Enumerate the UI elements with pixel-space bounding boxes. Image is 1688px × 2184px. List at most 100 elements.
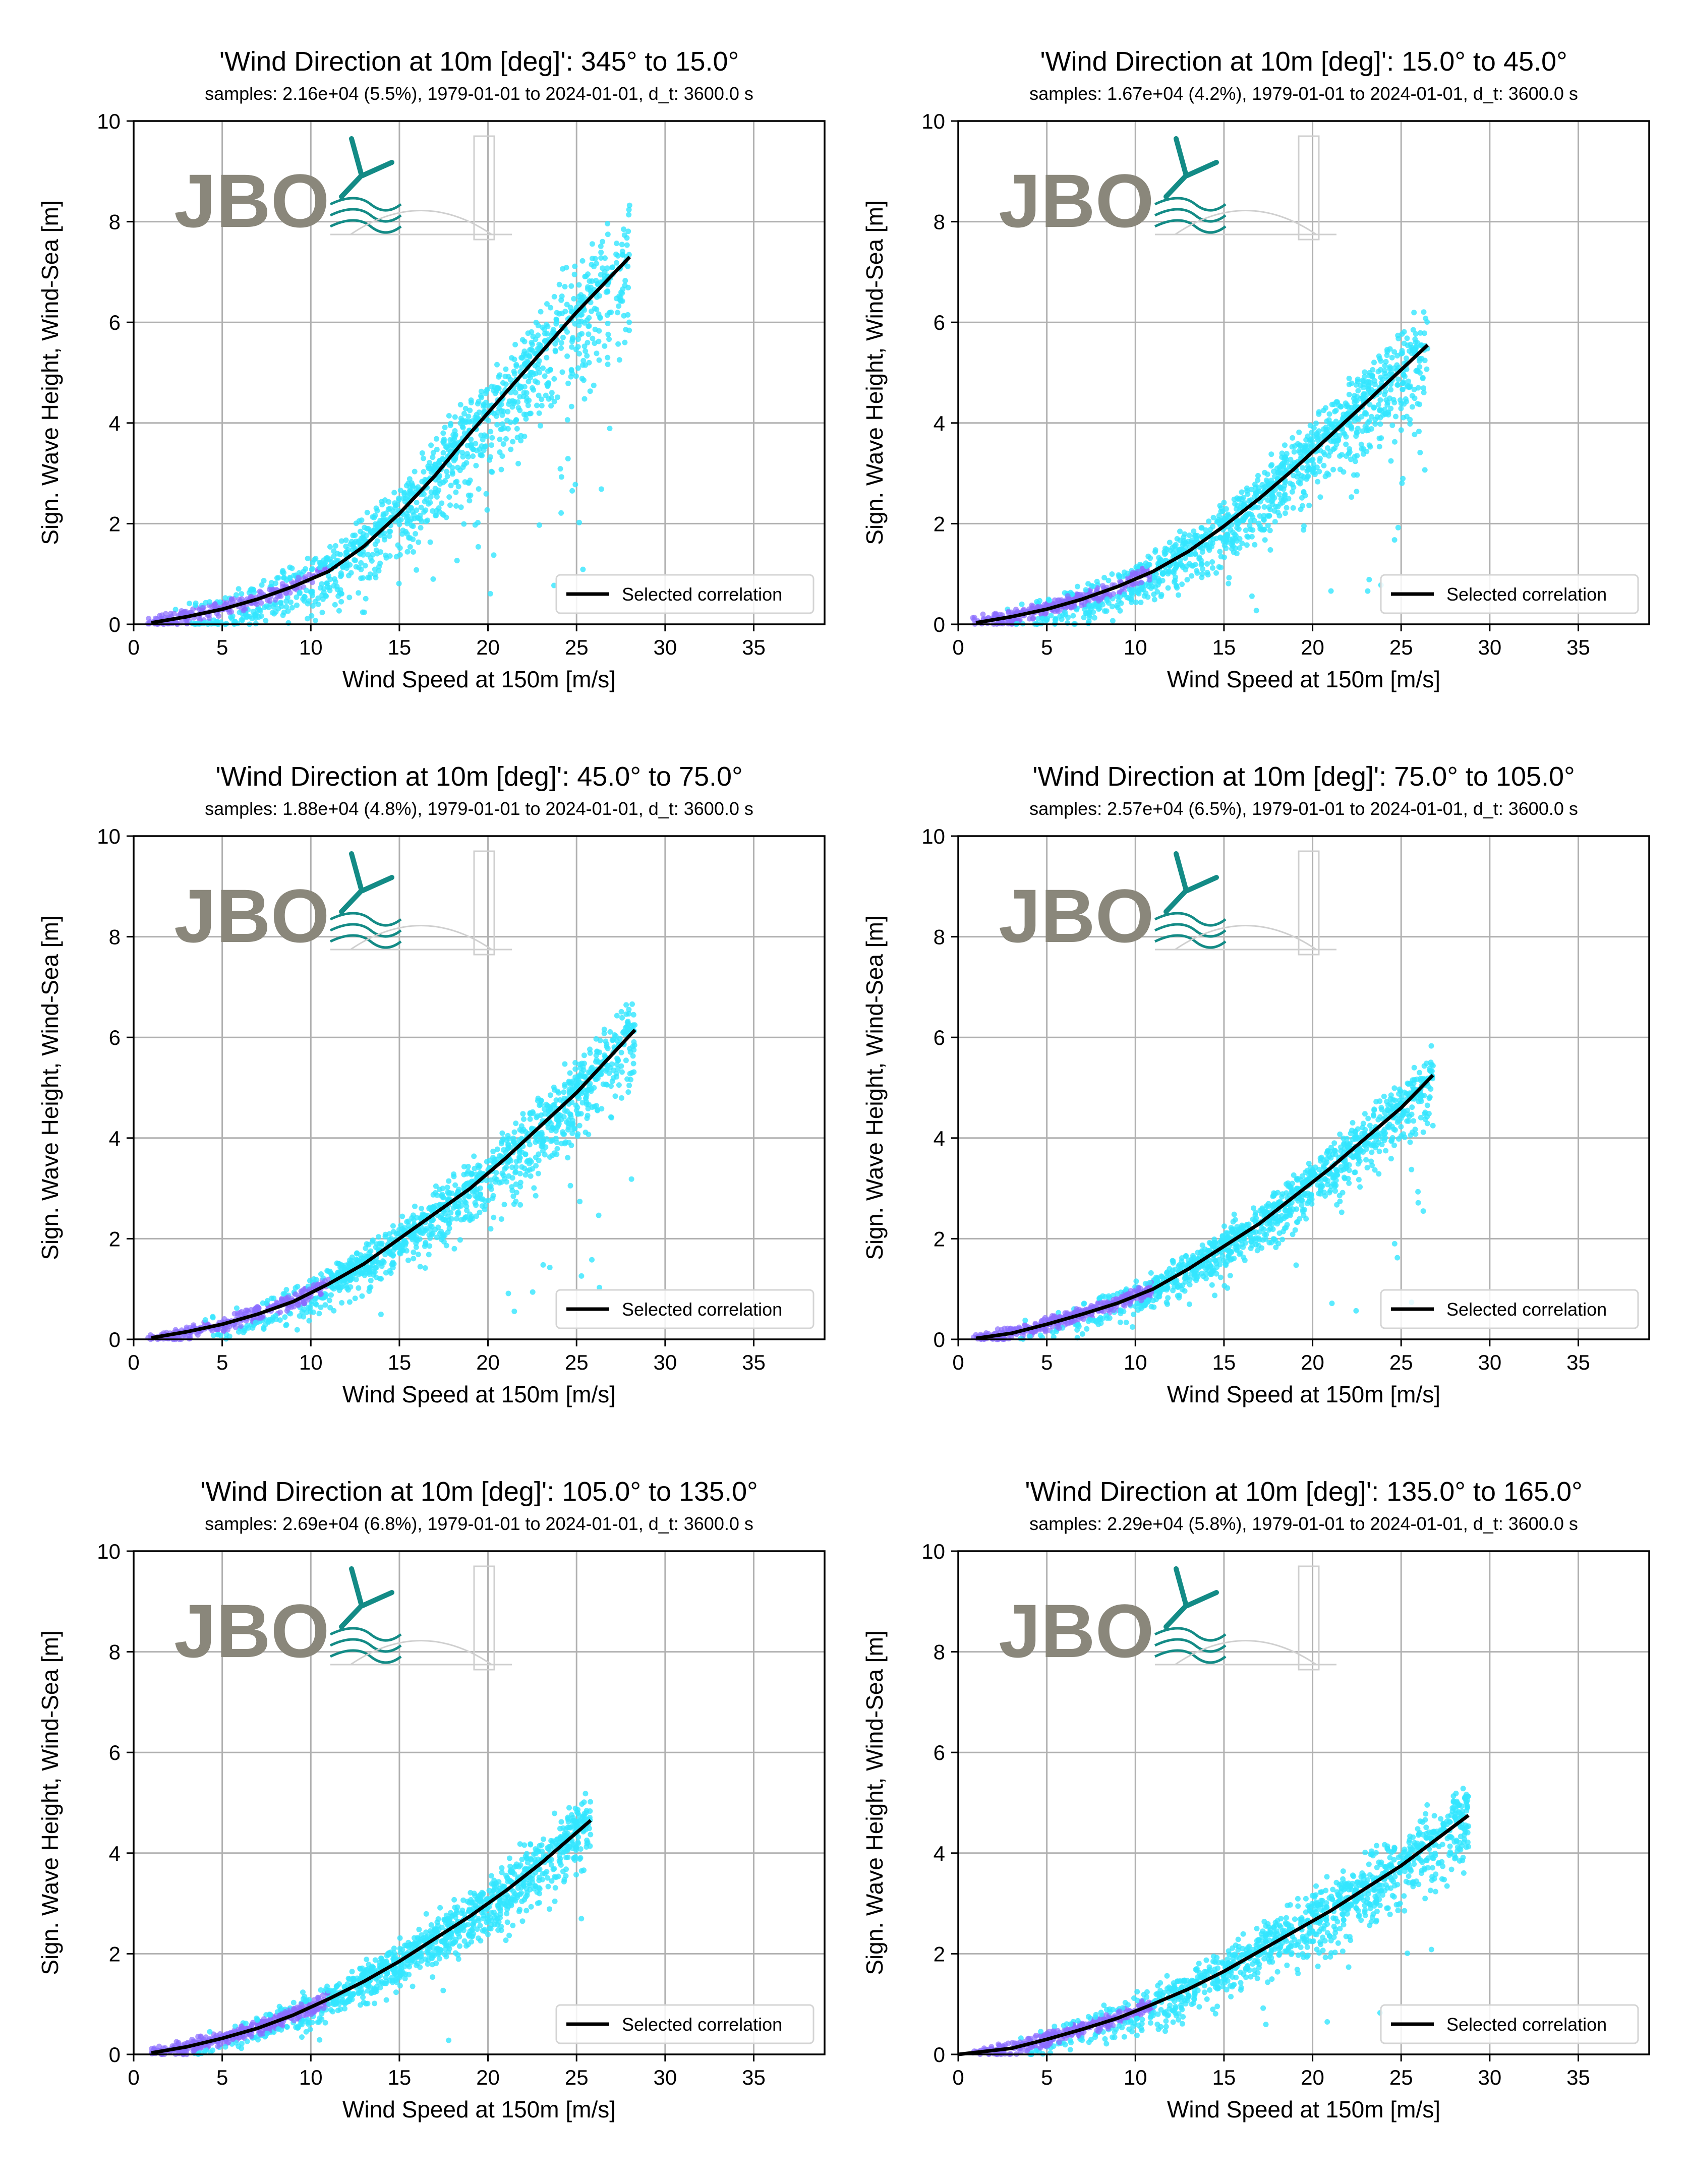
scatter-point bbox=[357, 551, 363, 557]
scatter-point bbox=[1199, 571, 1205, 577]
scatter-point bbox=[405, 1257, 411, 1263]
structure-icon bbox=[473, 135, 495, 241]
jbo-logo: JBO bbox=[174, 850, 512, 958]
scatter-point bbox=[222, 602, 228, 608]
scatter-point bbox=[413, 531, 419, 537]
scatter-point bbox=[625, 1019, 631, 1025]
scatter-point bbox=[1252, 482, 1258, 488]
scatter-point bbox=[544, 355, 550, 361]
scatter-point bbox=[513, 363, 519, 369]
scatter-point bbox=[1118, 600, 1124, 606]
scatter-point bbox=[1226, 580, 1232, 586]
scatter-point bbox=[529, 329, 535, 335]
scatter-point bbox=[551, 398, 557, 404]
scatter-point bbox=[619, 1015, 625, 1021]
scatter-point bbox=[433, 512, 439, 518]
x-tick-label: 10 bbox=[1124, 635, 1147, 659]
scatter-point bbox=[1085, 581, 1091, 587]
scatter-point bbox=[1359, 446, 1365, 452]
scatter-point bbox=[1249, 593, 1255, 599]
scatter-point bbox=[592, 326, 598, 332]
scatter-point bbox=[613, 260, 619, 266]
scatter-point bbox=[280, 612, 286, 618]
scatter-point bbox=[1315, 437, 1321, 443]
scatter-point bbox=[1387, 364, 1393, 370]
legend-entry: Selected correlation bbox=[622, 1299, 782, 1320]
scatter-point bbox=[318, 1305, 324, 1310]
scatter-point bbox=[1300, 465, 1306, 471]
scatter-point bbox=[1172, 579, 1177, 585]
y-axis-label: Sign. Wave Height, Wind-Sea [m] bbox=[37, 915, 63, 1260]
scatter-point bbox=[1110, 618, 1116, 624]
scatter-point bbox=[427, 1243, 433, 1249]
scatter-point bbox=[567, 1070, 573, 1076]
scatter-point bbox=[468, 436, 474, 442]
scatter-point bbox=[1283, 454, 1289, 460]
scatter-point bbox=[549, 390, 555, 396]
scatter-point bbox=[249, 586, 254, 592]
scatter-point bbox=[1367, 402, 1373, 407]
scatter-point bbox=[503, 366, 509, 372]
scatter-point bbox=[491, 1214, 497, 1220]
turbine-blade-icon bbox=[360, 875, 394, 893]
scatter-point bbox=[1291, 449, 1297, 455]
scatter-point bbox=[376, 1234, 381, 1240]
chart-panel-1: 'Wind Direction at 10m [deg]': 345° to 1… bbox=[37, 46, 826, 692]
scatter-point bbox=[536, 346, 542, 352]
scatter-point bbox=[414, 567, 420, 573]
scatter-point bbox=[513, 1158, 519, 1164]
structure-icon bbox=[1298, 850, 1320, 956]
scatter-point bbox=[1200, 566, 1205, 572]
scatter-point bbox=[468, 1216, 473, 1222]
scatter-point bbox=[440, 439, 446, 445]
scatter-point bbox=[390, 1260, 396, 1265]
scatter-point bbox=[1265, 522, 1271, 528]
scatter-point bbox=[329, 1285, 335, 1291]
scatter-point bbox=[518, 384, 525, 390]
chart-panel-2: 'Wind Direction at 10m [deg]': 15.0° to … bbox=[861, 46, 1650, 692]
scatter-point bbox=[585, 1112, 591, 1118]
scatter-point bbox=[1330, 466, 1336, 473]
scatter-point bbox=[1323, 425, 1329, 430]
scatter-point bbox=[575, 1074, 581, 1079]
scatter-point bbox=[403, 515, 410, 521]
scatter-point bbox=[450, 442, 456, 448]
y-tick-label: 8 bbox=[109, 925, 121, 949]
jbo-logo: JBO bbox=[999, 135, 1336, 243]
scatter-point bbox=[581, 320, 588, 326]
scatter-point bbox=[589, 1257, 595, 1263]
scatter-point bbox=[1372, 381, 1378, 387]
scatter-point bbox=[513, 417, 519, 423]
scatter-point bbox=[511, 1129, 517, 1135]
scatter-point bbox=[281, 570, 287, 576]
scatter-point bbox=[404, 549, 411, 555]
scatter-point bbox=[1204, 569, 1210, 575]
scatter-point bbox=[581, 396, 588, 402]
scatter-point bbox=[479, 394, 485, 400]
scatter-point bbox=[1346, 382, 1352, 387]
scatter-point bbox=[1164, 546, 1170, 552]
scatter-point bbox=[620, 1030, 626, 1035]
scatter-point bbox=[454, 558, 460, 564]
scatter-point bbox=[1401, 379, 1407, 385]
scatter-point bbox=[1302, 493, 1308, 499]
scatter-point bbox=[1094, 587, 1100, 593]
scatter-point bbox=[336, 608, 342, 614]
scatter-point bbox=[603, 289, 609, 295]
scatter-point bbox=[549, 1137, 555, 1143]
scatter-point bbox=[545, 1125, 551, 1131]
scatter-point bbox=[1090, 602, 1096, 608]
scatter-point bbox=[430, 454, 436, 460]
scatter-point bbox=[1411, 349, 1417, 355]
scatter-point bbox=[542, 373, 548, 379]
scatter-point bbox=[1350, 1120, 1356, 1126]
scatter-point bbox=[1104, 596, 1110, 602]
scatter-point bbox=[465, 454, 471, 460]
scatter-point bbox=[1333, 419, 1339, 425]
scatter-point bbox=[432, 490, 438, 495]
scatter-point bbox=[1415, 401, 1421, 406]
scatter-point bbox=[630, 1053, 636, 1059]
scatter-point bbox=[411, 1256, 417, 1262]
